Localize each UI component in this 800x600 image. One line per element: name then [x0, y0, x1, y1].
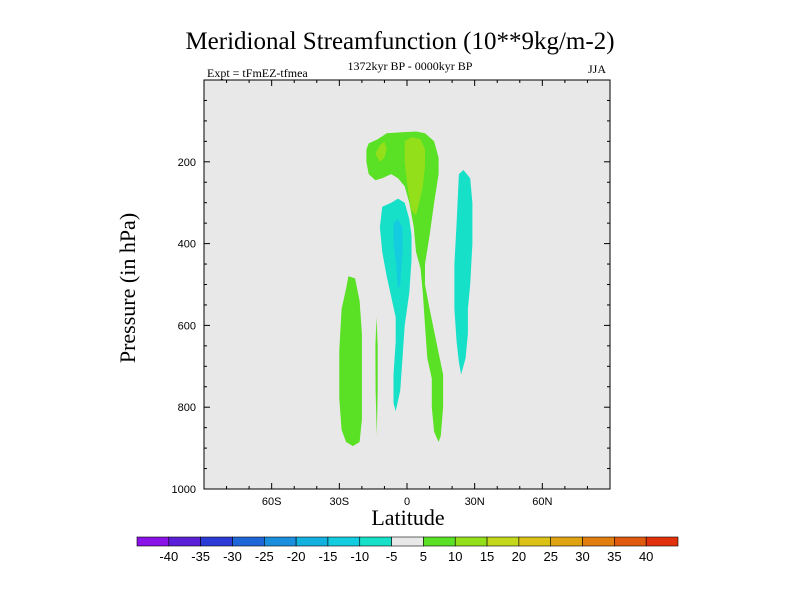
colorbar-label: -20	[287, 549, 306, 564]
x-axis-label: Latitude	[371, 505, 445, 530]
contour-region-pos-5-10-thin-sliver	[375, 317, 378, 436]
colorbar-label: -10	[350, 549, 369, 564]
x-tick-label: 60S	[262, 496, 282, 508]
chart-subtitle-left: Expt = tFmEZ-tfmea	[207, 66, 308, 80]
contour-region-neg-15-10-core	[393, 219, 403, 289]
colorbar-label: -40	[159, 549, 178, 564]
contour-region-pos-10-15-upper	[404, 137, 425, 215]
colorbar-label: 20	[512, 549, 526, 564]
y-tick-label: 200	[178, 157, 196, 169]
colorbar-swatch	[232, 536, 265, 547]
chart-title: Meridional Streamfunction (10**9kg/m-2)	[185, 28, 615, 55]
contour-region-pos-10-15-small	[375, 141, 387, 162]
colorbar-label: 30	[575, 549, 589, 564]
colorbar-label: -15	[319, 549, 338, 564]
colorbar-label: 25	[543, 549, 557, 564]
contour-region-neg-10-5-central	[379, 198, 412, 412]
colorbar-label: 35	[607, 549, 621, 564]
chart-subtitle-center: 1372kyr BP - 0000kyr BP	[347, 59, 473, 73]
colorbar-swatch	[518, 536, 552, 547]
colorbar-swatch	[486, 536, 520, 547]
colorbar-swatch	[168, 536, 201, 547]
colorbar-swatch	[614, 536, 647, 547]
colorbar-swatch	[454, 536, 488, 547]
contour-region-pos-5-10-southern-lower	[339, 276, 362, 447]
colorbar-swatch	[295, 536, 329, 547]
axis-ticks: 60S 30S 0 30N 60N 200 400 600 800 1000	[172, 79, 611, 508]
colorbar: -40 -35 -30 -25 -20 -15 -10 -5 5 10 15 20 25 30 35 40	[136, 536, 679, 564]
colorbar-label: -35	[191, 549, 210, 564]
colorbar-label: 40	[639, 549, 653, 564]
x-tick-label: 30N	[465, 496, 485, 508]
colorbar-label: -25	[255, 549, 274, 564]
y-tick-label: 1000	[172, 484, 196, 496]
colorbar-swatch	[391, 536, 424, 547]
contour-region-pos-10-15-side	[413, 152, 418, 167]
x-tick-label: 30S	[330, 496, 350, 508]
colorbar-swatch	[136, 536, 170, 547]
colorbar-label: 10	[448, 549, 462, 564]
colorbar-swatch	[550, 536, 583, 547]
chart-subtitle-right: JJA	[588, 62, 607, 76]
colorbar-swatch	[423, 536, 456, 547]
x-tick-label: 60N	[532, 496, 552, 508]
colorbar-swatch	[263, 536, 297, 547]
colorbar-label: -30	[223, 549, 242, 564]
y-tick-label: 800	[178, 402, 196, 414]
colorbar-swatch	[327, 536, 361, 547]
colorbar-swatch	[645, 536, 679, 547]
y-tick-label: 600	[178, 320, 196, 332]
colorbar-swatch	[359, 536, 392, 547]
colorbar-label: 15	[480, 549, 494, 564]
contour-region-pos-5-10-upper-east	[366, 131, 444, 442]
contour-region-neg-10-5-east	[454, 170, 473, 375]
colorbar-swatch	[200, 536, 233, 547]
x-tick-label: 0	[404, 496, 410, 508]
contour-regions	[339, 131, 473, 447]
colorbar-label: 5	[420, 549, 427, 564]
colorbar-label: -5	[386, 549, 398, 564]
y-tick-label: 400	[178, 239, 196, 251]
colorbar-swatch	[582, 536, 615, 547]
